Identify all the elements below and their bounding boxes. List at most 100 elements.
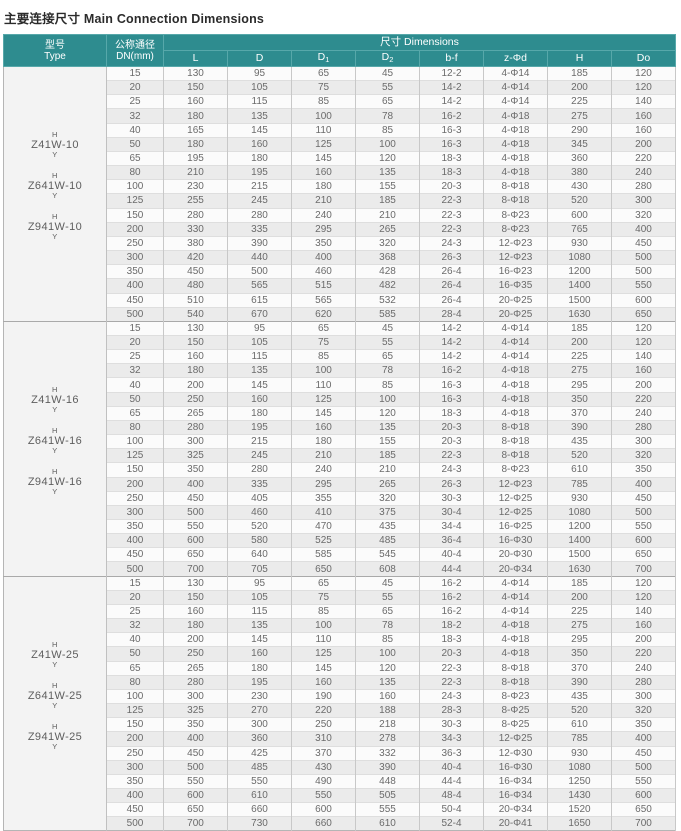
do-cell: 700 <box>611 561 676 577</box>
zfd-cell: 4-Φ14 <box>483 334 548 350</box>
dn-cell: 50 <box>106 646 164 662</box>
zfd-cell: 8-Φ18 <box>483 660 548 676</box>
d2-cell: 135 <box>355 419 420 435</box>
do-cell: 500 <box>611 264 676 279</box>
d-cell: 160 <box>227 391 292 407</box>
table-row: 125 325 245 210 185 22-3 8-Φ18 520 320 <box>4 448 676 463</box>
do-cell: 300 <box>611 193 676 209</box>
h-cell: 600 <box>547 207 612 223</box>
dn-cell: 450 <box>106 292 164 308</box>
bf-cell: 18-2 <box>419 618 484 633</box>
zfd-cell: 4-Φ14 <box>483 320 548 336</box>
d-cell: 335 <box>227 476 292 492</box>
l-cell: 165 <box>163 122 228 138</box>
dims-subheader-cell: H <box>547 50 612 67</box>
zfd-cell: 4-Φ14 <box>483 65 548 81</box>
d1-cell: 410 <box>291 504 356 520</box>
do-cell: 500 <box>611 250 676 265</box>
bf-cell: 20-3 <box>419 419 484 435</box>
d1-cell: 220 <box>291 703 356 718</box>
bf-cell: 44-4 <box>419 561 484 577</box>
zfd-cell: 8-Φ18 <box>483 674 548 690</box>
do-cell: 220 <box>611 150 676 166</box>
do-cell: 400 <box>611 476 676 492</box>
do-cell: 280 <box>611 674 676 690</box>
dims-subheader-subscript: 2 <box>389 54 394 64</box>
bf-cell: 26-4 <box>419 264 484 279</box>
bf-cell: 20-3 <box>419 434 484 449</box>
bf-cell: 18-3 <box>419 632 484 647</box>
model-name: Z941W-10 <box>27 220 83 233</box>
table-row: 50 250 160 125 100 20-3 4-Φ18 350 220 <box>4 646 676 662</box>
bf-cell: 30-4 <box>419 504 484 520</box>
d1-cell: 370 <box>291 745 356 761</box>
zfd-cell: 20-Φ25 <box>483 292 548 308</box>
d1-cell: 110 <box>291 377 356 393</box>
l-cell: 510 <box>163 292 228 308</box>
model-name: Z41W-10 <box>31 138 79 151</box>
dn-cell: 150 <box>106 717 164 732</box>
zfd-cell: 4-Φ14 <box>483 575 548 591</box>
d1-cell: 565 <box>291 292 356 308</box>
zfd-cell: 8-Φ23 <box>483 462 548 478</box>
d2-cell: 155 <box>355 179 420 194</box>
l-cell: 650 <box>163 547 228 562</box>
dn-cell: 100 <box>106 434 164 449</box>
d1-cell: 160 <box>291 165 356 180</box>
model-name: Z941W-16 <box>27 475 83 488</box>
bf-cell: 26-3 <box>419 476 484 492</box>
d-cell: 580 <box>227 533 292 548</box>
l-cell: 280 <box>163 419 228 435</box>
dn-cell: 40 <box>106 632 164 647</box>
d-cell: 425 <box>227 745 292 761</box>
h-cell: 380 <box>547 165 612 180</box>
zfd-cell: 4-Φ18 <box>483 377 548 393</box>
d1-cell: 430 <box>291 759 356 775</box>
dn-cell: 400 <box>106 533 164 548</box>
valve-model: H Z41W-10 Y <box>4 129 106 159</box>
l-cell: 600 <box>163 787 228 803</box>
d2-cell: 185 <box>355 193 420 209</box>
dn-cell: 65 <box>106 405 164 421</box>
table-row: 40 165 145 110 85 16-3 4-Φ18 290 160 <box>4 122 676 138</box>
h-cell: 185 <box>547 65 612 81</box>
dn-cell: 200 <box>106 476 164 492</box>
d1-cell: 355 <box>291 490 356 506</box>
dn-cell: 65 <box>106 150 164 166</box>
table-row: 65 265 180 145 120 22-3 8-Φ18 370 240 <box>4 660 676 676</box>
table-row: 65 195 180 145 120 18-3 4-Φ18 360 220 <box>4 150 676 166</box>
d-cell: 160 <box>227 136 292 152</box>
dims-subheader-label: L <box>192 51 199 64</box>
do-cell: 120 <box>611 575 676 591</box>
h-cell: 520 <box>547 448 612 463</box>
l-cell: 700 <box>163 561 228 577</box>
zfd-cell: 16-Φ23 <box>483 264 548 279</box>
col-header-type: 型号 Type <box>3 34 107 67</box>
l-cell: 160 <box>163 603 228 619</box>
do-cell: 140 <box>611 349 676 364</box>
do-cell: 500 <box>611 504 676 520</box>
table-row: 300 500 485 430 390 40-4 16-Φ30 1080 500 <box>4 759 676 775</box>
do-cell: 160 <box>611 363 676 378</box>
d1-cell: 650 <box>291 561 356 577</box>
model-variant-top: H <box>52 129 58 139</box>
zfd-cell: 12-Φ25 <box>483 504 548 520</box>
l-cell: 230 <box>163 179 228 194</box>
d2-cell: 585 <box>355 306 420 322</box>
d1-cell: 525 <box>291 533 356 548</box>
zfd-cell: 4-Φ18 <box>483 405 548 421</box>
d2-cell: 45 <box>355 575 420 591</box>
dn-cell: 20 <box>106 334 164 350</box>
table-row: H Z41W-10 Y H Z641W-10 Y H Z941W-10 Y 15 130 95 65 45… <box>3 65 676 322</box>
d-cell: 300 <box>227 717 292 732</box>
table-row: 200 330 335 295 265 22-3 8-Φ23 765 400 <box>4 221 676 237</box>
bf-cell: 22-3 <box>419 193 484 209</box>
zfd-cell: 20-Φ30 <box>483 547 548 562</box>
d2-cell: 45 <box>355 65 420 81</box>
valve-model: H Z941W-25 Y <box>4 722 106 751</box>
bf-cell: 26-4 <box>419 278 484 293</box>
zfd-cell: 12-Φ25 <box>483 731 548 746</box>
d2-cell: 428 <box>355 264 420 279</box>
d-cell: 95 <box>227 320 292 336</box>
model-variant-top: H <box>52 639 58 649</box>
